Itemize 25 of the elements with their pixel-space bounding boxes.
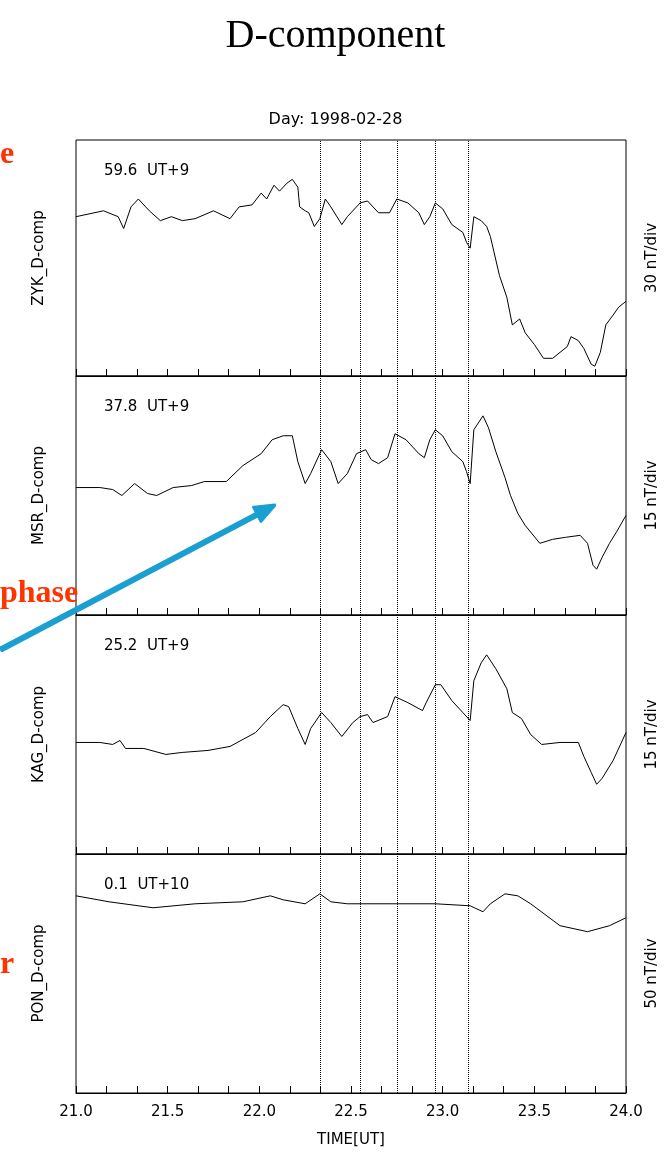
x-tick-label: 23.0 xyxy=(425,1101,460,1120)
x-tick-label: 24.0 xyxy=(609,1101,643,1120)
text: r xyxy=(0,943,15,980)
y2-axis-title: 15 nT/div xyxy=(642,699,660,770)
text: 59.6 UT+9 xyxy=(104,161,190,179)
x-tick-label: 21.0 xyxy=(59,1101,93,1120)
x-tick-label: 22.5 xyxy=(334,1101,368,1120)
y-axis-title: MSR_D-comp xyxy=(29,446,48,545)
x-tick-label: 22.0 xyxy=(242,1101,277,1120)
annotation: phase xyxy=(0,573,79,610)
x-tick-label: 23.5 xyxy=(517,1101,552,1120)
y-axis-title: PON_D-comp xyxy=(29,924,48,1023)
y2-axis-title: 30 nT/div xyxy=(642,222,660,294)
y2-axis-title: 50 nT/div xyxy=(642,938,660,1009)
x-axis-title: TIME[UT] xyxy=(316,1129,385,1148)
chart-title: D-component xyxy=(225,10,446,56)
text: 25.2 UT+9 xyxy=(104,636,190,654)
text: 0.1 UT+10 xyxy=(104,875,190,893)
text: 37.8 UT+9 xyxy=(104,397,190,415)
text: e xyxy=(0,133,15,170)
y-axis-title: KAG_D-comp xyxy=(29,685,48,784)
y-axis-title: ZYK_D-comp xyxy=(29,210,48,306)
chart-subtitle: Day: 1998-02-28 xyxy=(268,108,403,128)
y2-axis-title: 15 nT/div xyxy=(642,460,660,531)
x-tick-label: 21.5 xyxy=(150,1101,185,1120)
